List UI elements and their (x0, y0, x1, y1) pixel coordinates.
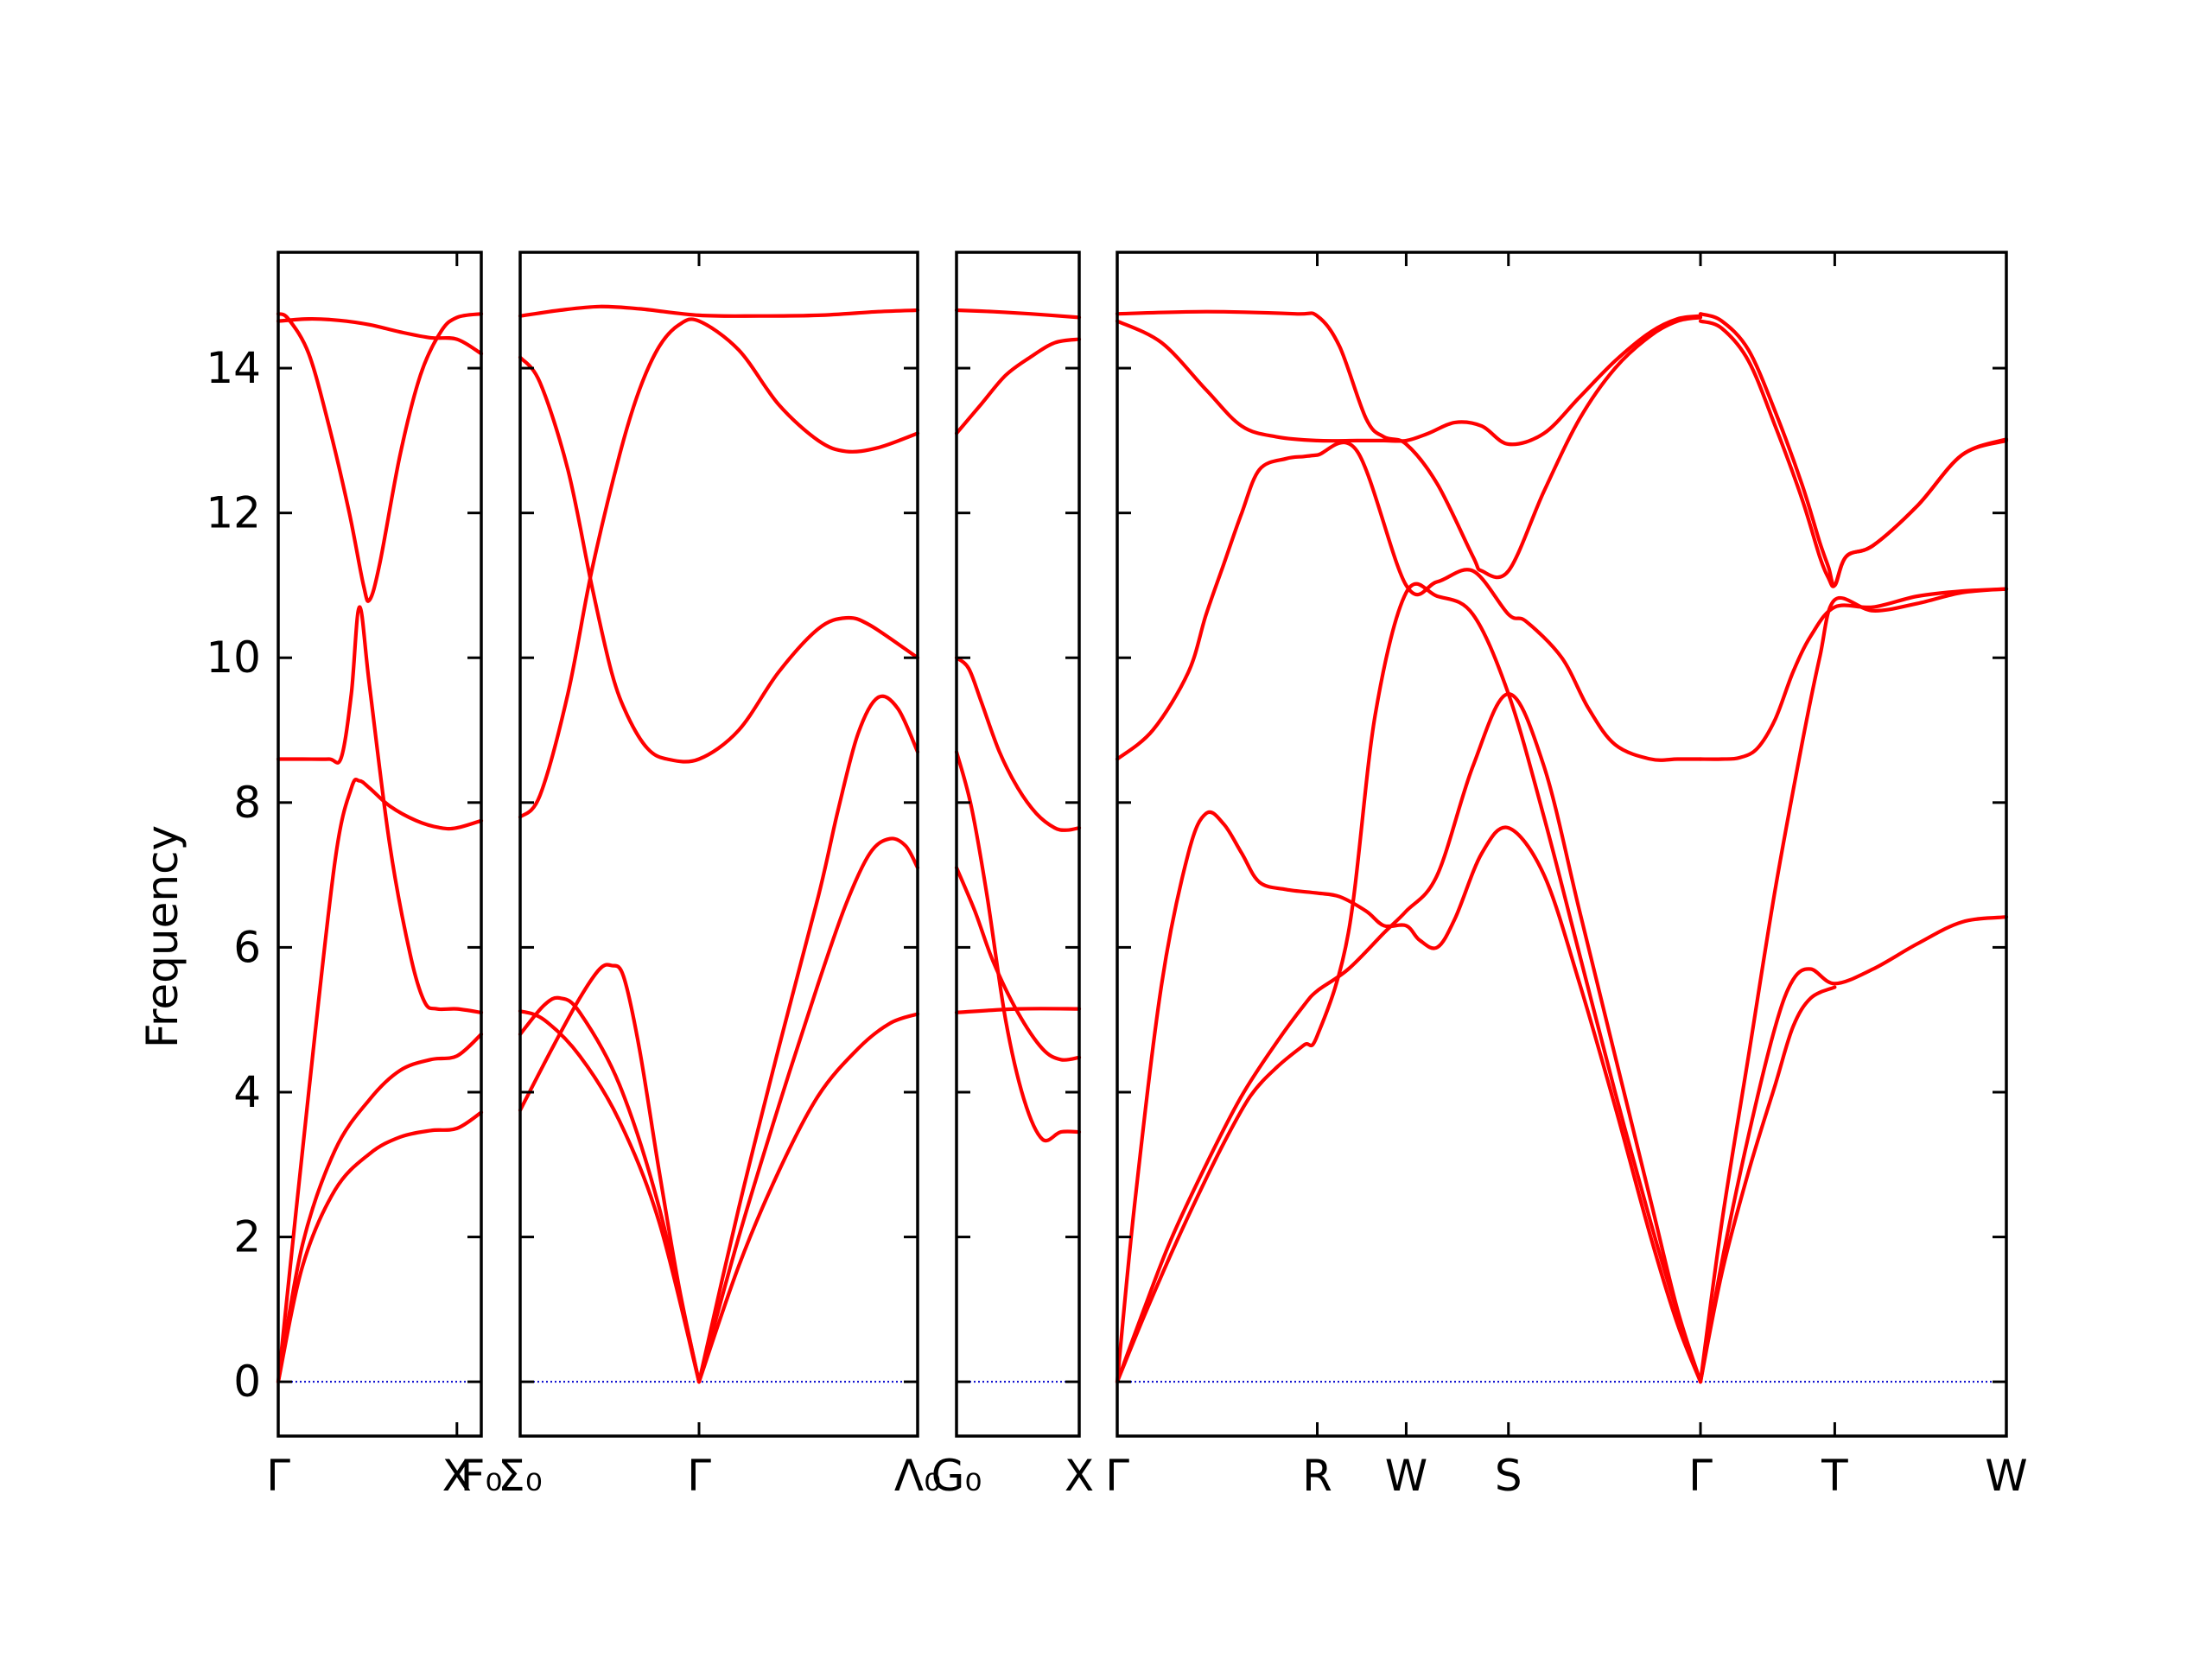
ytick-label: 10 (206, 632, 261, 683)
xtick-label-panel-4: W (1985, 1451, 2027, 1501)
xtick-label-panel-1: F₀ (461, 1451, 503, 1501)
ytick-label: 0 (233, 1357, 261, 1407)
band-line-panel-4-7 (1698, 985, 1837, 1384)
panel-frame-2 (518, 251, 919, 1438)
band-line-panel-4-8 (1698, 915, 2009, 1384)
band-line-panel-4-11 (1698, 319, 2009, 588)
band-line-panel-2-7 (518, 317, 920, 819)
band-line-panel-2-3 (518, 963, 702, 1384)
band-line-panel-1-6 (276, 316, 484, 356)
band-line-panel-4-3 (1115, 810, 1703, 1384)
band-line-panel-3-4 (954, 656, 1082, 832)
band-line-panel-4-9 (1698, 587, 2009, 1384)
band-line-panel-3-2 (954, 750, 1082, 1143)
ytick-label: 8 (233, 778, 261, 828)
xtick-label-panel-3: G₀ (931, 1451, 982, 1501)
xtick-label-panel-4: Γ (1105, 1451, 1129, 1501)
ytick-label: 6 (233, 922, 261, 972)
band-line-panel-2-1 (518, 1009, 702, 1384)
ytick-label: 12 (206, 488, 261, 538)
band-line-panel-1-5 (276, 312, 484, 603)
band-line-panel-4-4 (1115, 441, 1703, 762)
xtick-label-panel-4: Γ (1688, 1451, 1713, 1501)
panel-frame-4 (1116, 251, 2008, 1438)
xtick-label-panel-3: X (1065, 1451, 1094, 1501)
xtick-label-panel-4: S (1495, 1451, 1522, 1501)
panel-frame-1 (276, 251, 483, 1438)
xtick-label-panel-2: Λ₀ (894, 1451, 941, 1501)
band-line-panel-4-1 (1115, 582, 1703, 1384)
band-line-panel-2-4 (696, 1012, 920, 1384)
band-line-panel-2-6 (696, 694, 920, 1384)
band-line-panel-1-1 (276, 1110, 484, 1384)
band-line-panel-4-5 (1115, 314, 1703, 447)
xtick-label-panel-4: T (1821, 1451, 1848, 1501)
ytick-label: 2 (233, 1212, 261, 1262)
band-line-panel-4-2 (1115, 692, 1703, 1384)
band-line-panel-3-6 (954, 308, 1082, 320)
band-line-panel-1-2 (276, 1032, 484, 1384)
xtick-label-panel-2: Σ₀ (498, 1451, 543, 1501)
band-line-panel-1-4 (276, 605, 484, 1014)
ytick-label: 14 (206, 343, 261, 393)
panel-frame-3 (955, 251, 1081, 1438)
xtick-label-panel-1: X (442, 1451, 472, 1501)
band-line-panel-3-5 (954, 337, 1082, 435)
band-line-panel-2-9 (518, 304, 920, 318)
xtick-label-panel-4: R (1302, 1451, 1332, 1501)
band-line-panel-2-2 (518, 995, 702, 1384)
y-axis-label: Frequency (137, 825, 188, 1048)
ytick-label: 4 (233, 1067, 261, 1117)
band-line-panel-4-6 (1115, 309, 1703, 580)
band-line-panel-3-3 (954, 866, 1082, 1062)
band-line-panel-2-5 (696, 836, 920, 1384)
xtick-label-panel-4: W (1385, 1451, 1427, 1501)
band-line-panel-1-3 (276, 778, 484, 1384)
band-line-panel-2-8 (518, 355, 920, 764)
band-line-panel-4-12 (1698, 312, 2009, 588)
xtick-label-panel-1: Γ (266, 1451, 290, 1501)
xtick-label-panel-2: Γ (687, 1451, 711, 1501)
band-line-panel-4-10 (1698, 587, 2009, 761)
